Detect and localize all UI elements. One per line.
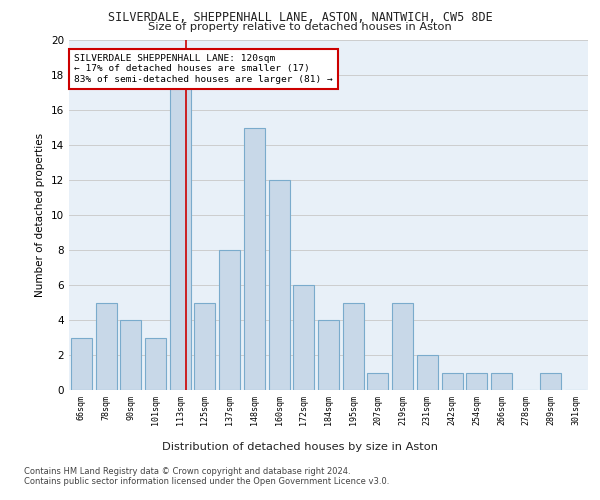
Bar	[145, 338, 166, 390]
Bar	[269, 180, 290, 390]
Bar	[170, 58, 191, 390]
Bar	[244, 128, 265, 390]
Bar	[194, 302, 215, 390]
Bar	[442, 372, 463, 390]
Bar	[417, 355, 438, 390]
Text: SILVERDALE SHEPPENHALL LANE: 120sqm
← 17% of detached houses are smaller (17)
83: SILVERDALE SHEPPENHALL LANE: 120sqm ← 17…	[74, 54, 333, 84]
Bar	[120, 320, 141, 390]
Bar	[95, 302, 116, 390]
Bar	[491, 372, 512, 390]
Y-axis label: Number of detached properties: Number of detached properties	[35, 133, 46, 297]
Text: SILVERDALE, SHEPPENHALL LANE, ASTON, NANTWICH, CW5 8DE: SILVERDALE, SHEPPENHALL LANE, ASTON, NAN…	[107, 11, 493, 24]
Bar	[392, 302, 413, 390]
Bar	[71, 338, 92, 390]
Bar	[293, 285, 314, 390]
Bar	[466, 372, 487, 390]
Bar	[367, 372, 388, 390]
Bar	[219, 250, 240, 390]
Text: Distribution of detached houses by size in Aston: Distribution of detached houses by size …	[162, 442, 438, 452]
Text: Size of property relative to detached houses in Aston: Size of property relative to detached ho…	[148, 22, 452, 32]
Bar	[541, 372, 562, 390]
Bar	[318, 320, 339, 390]
Bar	[343, 302, 364, 390]
Text: Contains HM Land Registry data © Crown copyright and database right 2024.: Contains HM Land Registry data © Crown c…	[24, 468, 350, 476]
Text: Contains public sector information licensed under the Open Government Licence v3: Contains public sector information licen…	[24, 478, 389, 486]
